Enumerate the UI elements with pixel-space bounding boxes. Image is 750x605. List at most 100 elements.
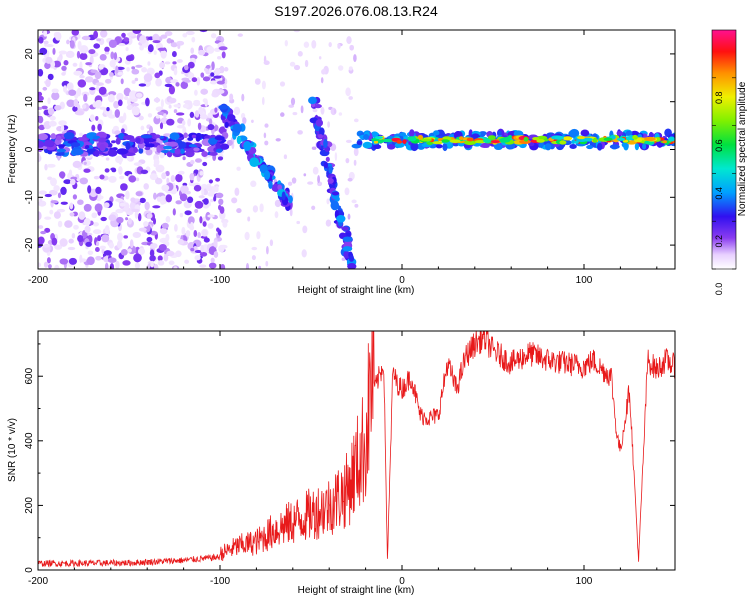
y-tick-label: 20 <box>24 48 35 60</box>
spectrogram-cell <box>38 200 47 207</box>
spectrogram-cell <box>83 93 88 102</box>
spectrogram-cell <box>59 238 68 247</box>
spectrogram-cell <box>99 144 106 152</box>
spectrogram-cell <box>342 246 353 252</box>
spectrogram-cell <box>50 177 57 187</box>
spectrogram-cell <box>157 260 165 266</box>
spectrogram-cell <box>168 85 176 95</box>
spectrogram-cell <box>47 73 54 81</box>
spectrogram-cell <box>148 125 154 135</box>
spectrogram-cell <box>592 137 598 143</box>
spectrogram-cell <box>105 157 110 161</box>
spectrogram-cell <box>327 178 334 184</box>
spectrogram-cell <box>161 184 170 192</box>
spectrogram-cell <box>318 56 322 60</box>
spectrogram-cell <box>166 250 175 257</box>
spectrogram-cell <box>135 137 141 144</box>
spectrogram-cell <box>243 141 252 151</box>
spectrogram-cell <box>251 255 256 261</box>
spectrogram-cell <box>79 254 83 263</box>
spectrogram-cell <box>56 148 67 153</box>
spectrogram-cell <box>54 264 60 269</box>
spectrogram-cell <box>149 255 156 262</box>
spectrogram-cell <box>123 235 129 239</box>
spectrogram-cell <box>125 217 129 221</box>
spectrogram-cell <box>131 66 136 70</box>
spectrogram-cell <box>42 244 51 248</box>
spectrogram-cell <box>77 79 87 88</box>
spectrogram-cell <box>54 244 63 250</box>
spectrogram-cell <box>569 144 577 149</box>
spectrogram-cell <box>345 157 350 164</box>
spectrogram-cell <box>45 78 51 88</box>
spectrogram-cell <box>155 115 161 119</box>
spectrogram-cell <box>258 265 262 269</box>
spectrogram-cell <box>153 50 157 55</box>
spectrogram-cell <box>140 134 153 139</box>
spectrogram-cell <box>203 237 210 243</box>
spectrogram-cell <box>208 137 218 145</box>
spectrogram-cell <box>363 134 370 140</box>
spectrogram-cell <box>48 120 57 127</box>
spectrogram-cell <box>83 161 87 165</box>
spectrogram-cell <box>149 173 158 181</box>
spectrogram-cell <box>202 204 210 209</box>
spectrogram-cell <box>201 187 205 196</box>
spectrogram-cell <box>254 78 261 85</box>
spectrogram-cell <box>213 75 222 79</box>
spectrogram-cell <box>99 30 108 38</box>
spectrogram-cell <box>145 97 150 107</box>
colorbar-frame <box>711 29 737 270</box>
spectrogram-cell <box>60 186 67 196</box>
spectrogram-cell <box>38 115 44 124</box>
spectrogram-cell <box>155 177 163 185</box>
spectrogram-cell <box>94 203 103 213</box>
spectrogram-cell <box>433 130 440 136</box>
spectrogram-cell <box>214 185 219 193</box>
spectrogram-cell <box>95 255 102 261</box>
spectrogram-cell <box>44 139 54 147</box>
spectrogram-cell <box>166 118 175 126</box>
spectrogram-cell <box>106 106 110 112</box>
spectrogram-cell <box>219 65 225 74</box>
spectrogram-cell <box>56 135 62 141</box>
spectrogram-cell <box>127 32 136 37</box>
spectrogram-cell <box>264 140 269 146</box>
spectrogram-cell <box>94 149 100 157</box>
spectrogram-cell <box>198 148 205 152</box>
spectrogram-cell <box>210 198 214 203</box>
spectrogram-cell <box>173 67 178 76</box>
spectrogram-cell <box>55 152 65 156</box>
spectrogram-cell <box>281 191 286 201</box>
spectrogram-cell <box>213 239 218 248</box>
x-tick-label: -100 <box>210 576 230 587</box>
spectrogram-cell <box>54 31 62 41</box>
spectrogram-cell <box>72 160 82 169</box>
spectrogram-cell <box>312 166 319 175</box>
spectrogram-cell <box>72 194 78 200</box>
spectrogram-cell <box>38 153 41 162</box>
spectrogram-cell <box>499 137 511 143</box>
spectrogram-cell <box>210 257 215 263</box>
spectrogram-cell <box>202 98 207 103</box>
spectrogram-cell <box>81 104 87 109</box>
spectrogram-cell <box>175 200 182 205</box>
y-tick-label: -20 <box>24 237 35 252</box>
spectrogram-cell <box>163 145 173 150</box>
spectrogram-cell <box>98 64 104 70</box>
spectrogram-cell <box>147 113 153 118</box>
spectrogram-cell <box>353 118 359 123</box>
spectrogram-cell <box>135 64 143 68</box>
spectrogram-cell <box>44 163 48 171</box>
y-tick-label: 200 <box>24 497 35 514</box>
y-tick-label: 0 <box>24 567 35 573</box>
spectrogram-cell <box>111 168 117 173</box>
spectrogram-cell <box>297 130 303 135</box>
spectrogram-cell <box>563 136 573 141</box>
x-tick-label: 100 <box>576 576 593 587</box>
spectrogram-cell <box>580 129 590 137</box>
spectrogram-cell <box>168 104 172 109</box>
spectrogram-cell <box>333 109 337 114</box>
spectrogram-cell <box>135 191 143 197</box>
